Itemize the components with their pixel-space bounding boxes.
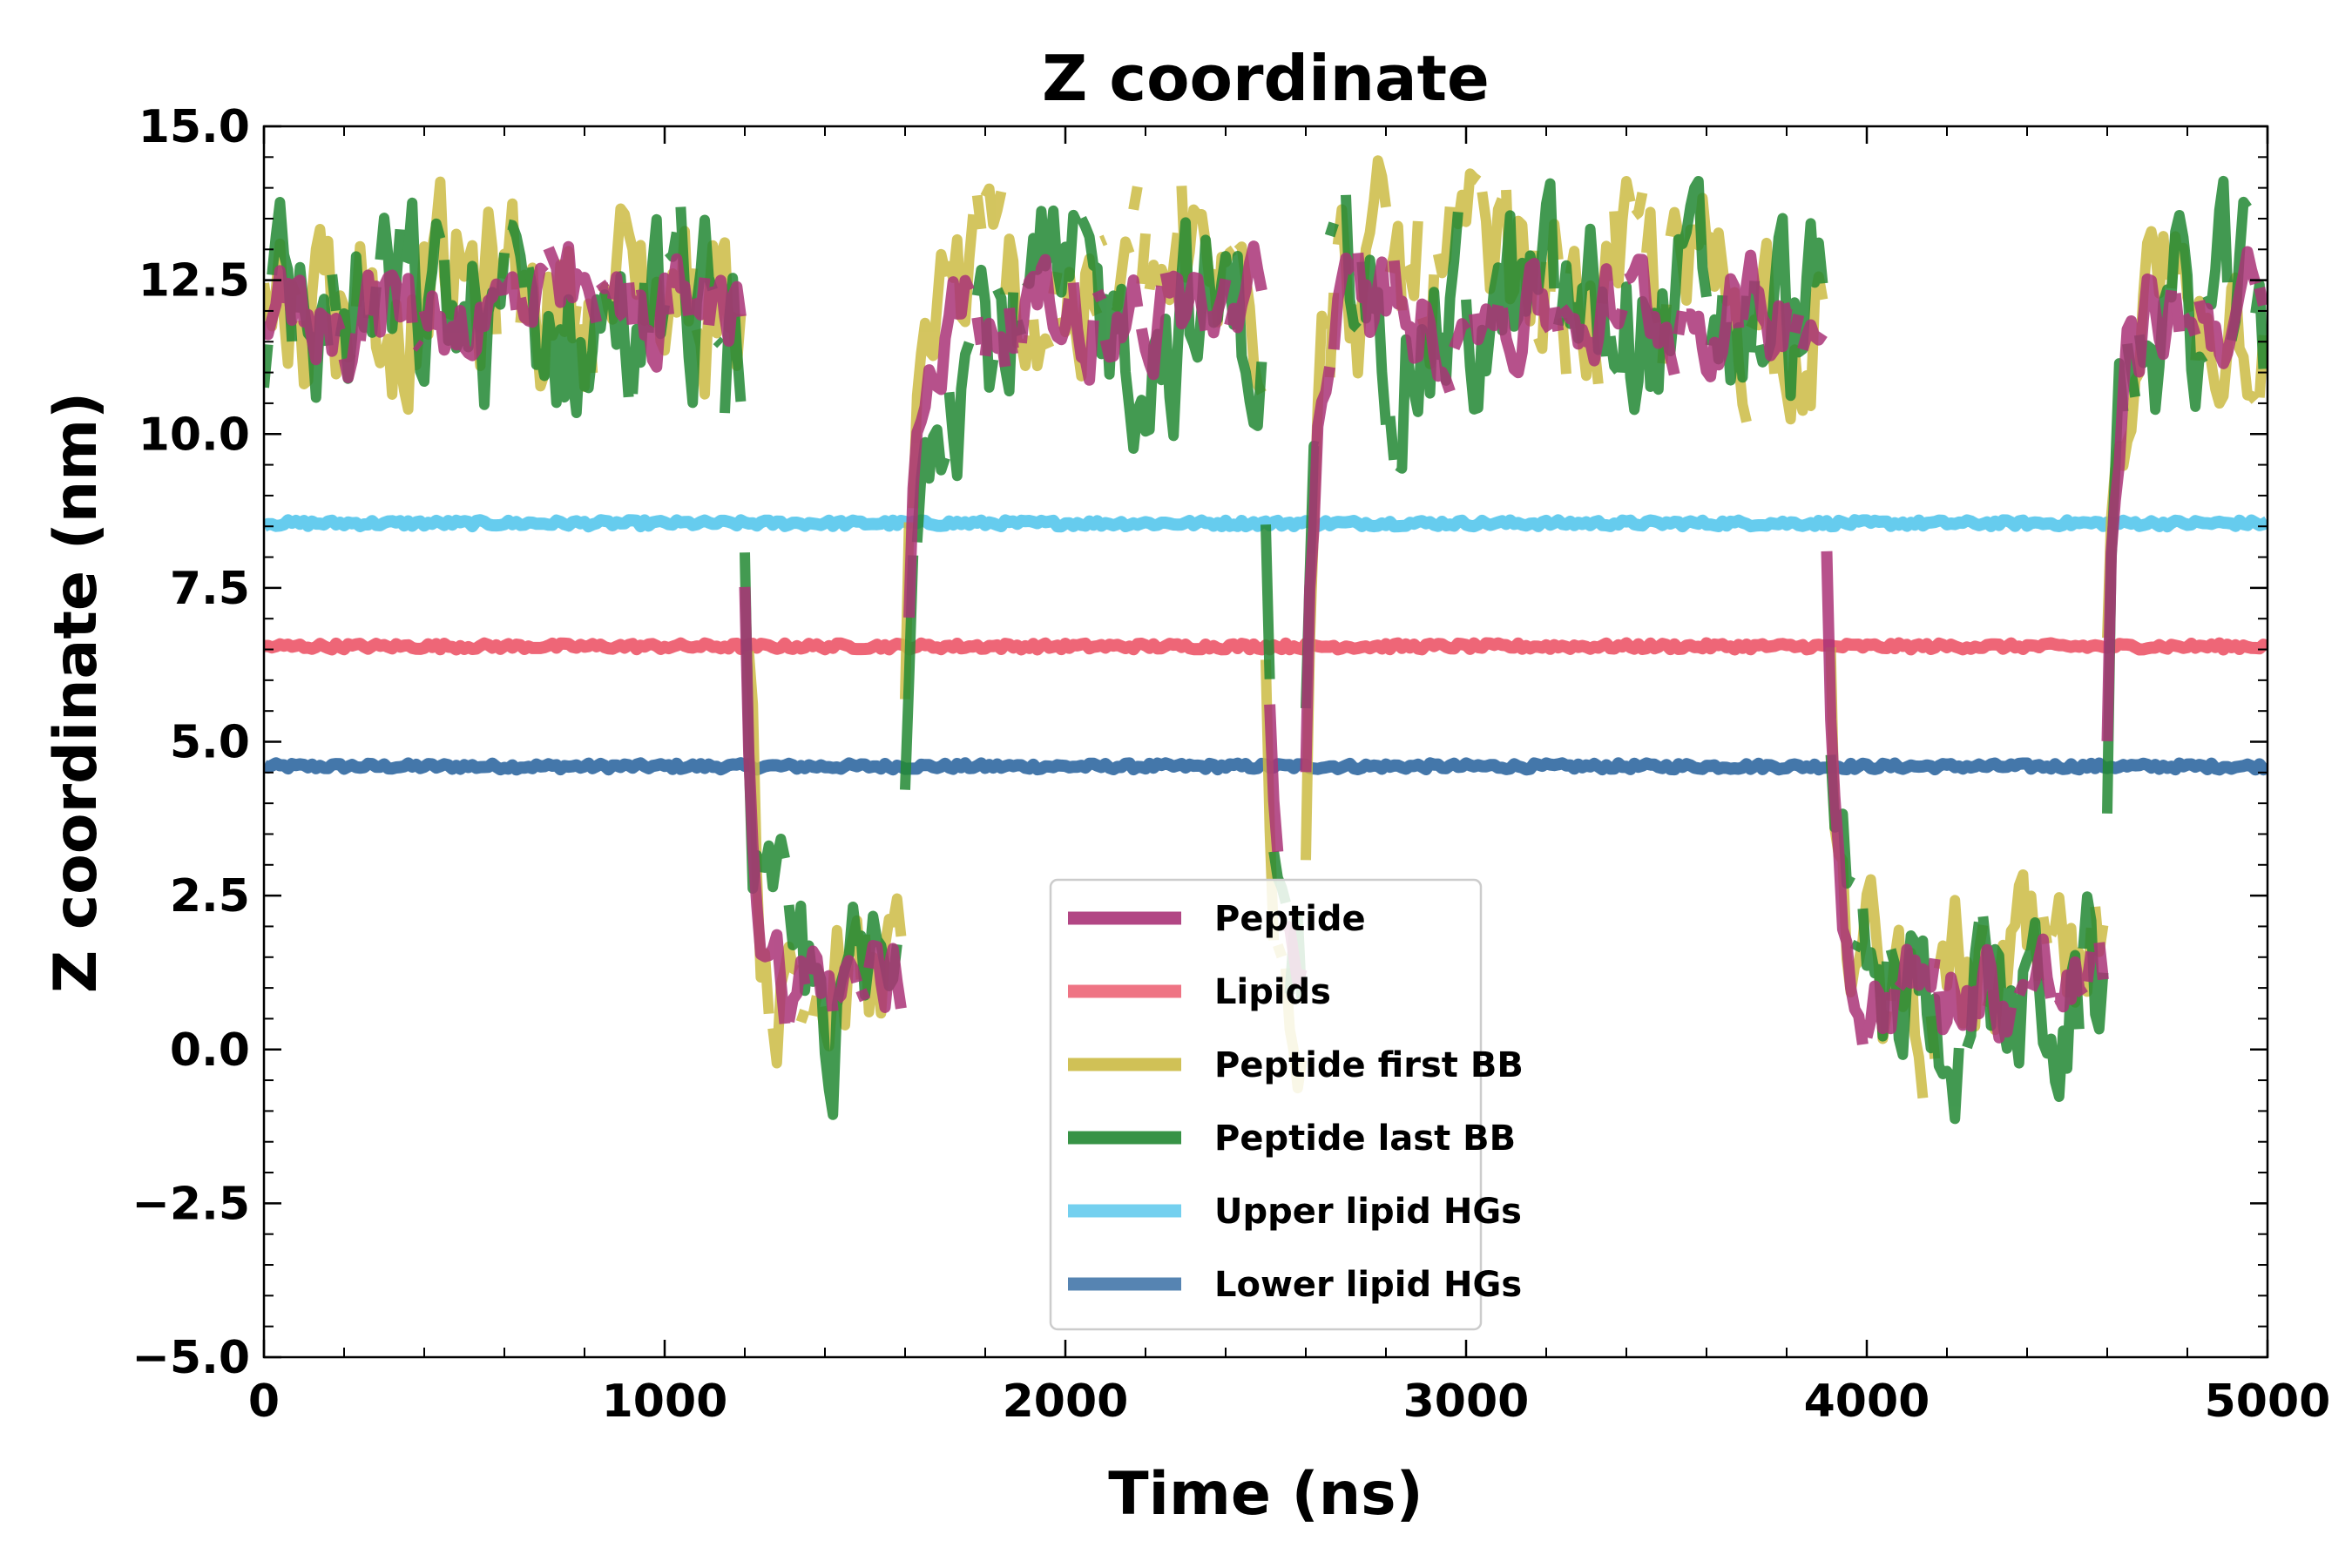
x-tick-label: 1000 [602,1375,728,1428]
legend-box [1049,878,1483,1331]
legend-label: Upper lipid HGs [1214,1192,1522,1232]
y-tick-label: −2.5 [132,1178,250,1230]
y-tick-label: 15.0 [139,101,250,153]
y-tick-label: 7.5 [170,563,250,615]
x-axis-label: Time (ns) [1108,1460,1423,1529]
y-tick-label: 5.0 [170,717,250,769]
x-tick-label: 3000 [1403,1375,1530,1428]
x-tick-label: 0 [248,1375,280,1428]
legend-label: Lower lipid HGs [1214,1265,1522,1305]
series-line-peptide [264,240,2268,1045]
y-tick-label: 0.0 [170,1024,250,1077]
y-tick-label: 10.0 [139,409,250,461]
y-tick-label: 2.5 [170,870,250,923]
legend: Peptide Lipids Peptide first BB Peptide las… [1049,878,1524,1331]
series-line-upper-lipid-hgs [264,514,2268,533]
y-tick-label: −5.0 [132,1332,250,1384]
y-tick-label: 12.5 [139,255,250,308]
plot-area [264,155,2268,1125]
y-axis-label: Z coordinate (nm) [42,392,111,993]
chart-title: Z coordinate [1042,42,1490,115]
legend-label: Peptide first BB [1214,1045,1524,1085]
axis-ticks: 0 1000 2000 3000 4000 5000 −5.0 −2.5 0.0 2.5 5.0 7.… [132,101,2330,1428]
legend-label: Peptide [1214,899,1366,939]
x-tick-label: 5000 [2205,1375,2331,1428]
x-tick-label: 4000 [1804,1375,1930,1428]
legend-label: Peptide last BB [1214,1119,1516,1159]
x-tick-label: 2000 [1003,1375,1129,1428]
legend-label: Lipids [1214,972,1331,1012]
